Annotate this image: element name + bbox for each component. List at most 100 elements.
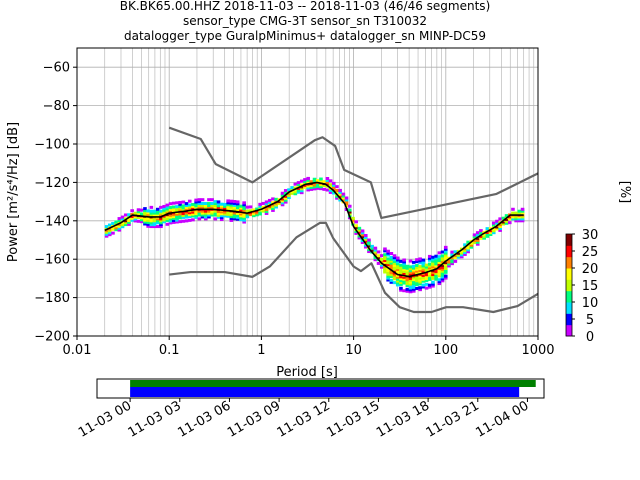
heatmap-cell xyxy=(322,180,326,184)
heatmap-cell xyxy=(373,248,378,252)
heatmap-cell xyxy=(162,210,166,214)
colorbar-tick-label: 5 xyxy=(586,313,594,328)
heatmap-cell xyxy=(319,187,323,191)
heatmap-cell xyxy=(111,231,115,235)
heatmap-cell xyxy=(143,218,147,222)
heatmap-cell xyxy=(431,263,435,267)
heatmap-cell xyxy=(267,200,272,204)
heatmap-cell xyxy=(402,258,406,262)
heatmap-cell xyxy=(194,213,198,217)
heatmap-cell xyxy=(162,212,166,216)
colorbar-tick-label: 0 xyxy=(586,330,594,345)
heatmap-cell xyxy=(168,219,173,223)
heatmap-cell xyxy=(411,270,416,274)
heatmap-cell xyxy=(207,213,211,217)
heatmap-cell xyxy=(152,217,157,221)
heatmap-cell xyxy=(146,213,150,217)
coverage-tick-label: 11-03 15 xyxy=(324,398,382,440)
heatmap-cell xyxy=(181,200,186,204)
heatmap-cell xyxy=(290,191,294,195)
heatmap-cell xyxy=(405,276,410,280)
heatmap-cell xyxy=(184,219,189,223)
heatmap-cell xyxy=(424,269,429,273)
heatmap-cell xyxy=(111,223,115,227)
heatmap-cell xyxy=(261,209,266,213)
heatmap-cell xyxy=(226,205,230,209)
heatmap-cell xyxy=(424,275,429,279)
heatmap-cell xyxy=(120,215,125,219)
heatmap-cell xyxy=(389,273,394,277)
heatmap-cell xyxy=(520,207,525,211)
heatmap-cell xyxy=(395,260,400,264)
heatmap-cell xyxy=(159,217,163,221)
heatmap-cell xyxy=(411,281,416,285)
heatmap-cell xyxy=(194,210,198,214)
colorbar-tick-label: 25 xyxy=(582,245,599,260)
heatmap-cell xyxy=(232,211,237,215)
ppsd-x-ticks: 0.01 0.1 1 10 100 1000 xyxy=(63,336,555,358)
heatmap-cell xyxy=(440,260,445,264)
heatmap-cell xyxy=(239,206,243,210)
heatmap-cell xyxy=(274,199,278,203)
heatmap-cell xyxy=(178,202,182,206)
heatmap-cell xyxy=(264,208,269,212)
heatmap-cell xyxy=(431,273,435,277)
heatmap-cell xyxy=(184,215,189,219)
heatmap-cell xyxy=(434,271,438,275)
heatmap-cell xyxy=(303,180,307,184)
heatmap-cell xyxy=(395,279,400,283)
heatmap-cell xyxy=(488,229,493,233)
heatmap-cell xyxy=(437,255,442,259)
heatmap-cell xyxy=(389,275,394,279)
y-tick-label: −80 xyxy=(43,99,70,114)
heatmap-cell xyxy=(155,213,160,217)
heatmap-cell xyxy=(408,284,413,288)
heatmap-cell xyxy=(392,281,397,285)
heatmap-cell xyxy=(210,202,214,206)
heatmap-cell xyxy=(411,289,416,293)
heatmap-cell xyxy=(264,204,269,208)
heatmap-cell xyxy=(443,265,448,269)
heatmap-cell xyxy=(216,200,221,204)
heatmap-cell xyxy=(229,203,234,207)
heatmap-cell xyxy=(351,220,355,224)
heatmap-cell xyxy=(127,219,131,223)
heatmap-cell xyxy=(402,275,406,279)
heatmap-cell xyxy=(399,263,403,267)
heatmap-cell xyxy=(440,258,445,262)
heatmap-cell xyxy=(376,254,381,258)
heatmap-cell xyxy=(111,222,115,226)
heatmap-cell xyxy=(514,215,518,219)
heatmap-cell xyxy=(453,250,458,254)
heatmap-cell xyxy=(379,254,384,258)
heatmap-cell xyxy=(168,206,173,210)
heatmap-cell xyxy=(235,208,240,212)
heatmap-cell xyxy=(415,265,419,269)
heatmap-cell xyxy=(408,286,413,290)
heatmap-cell xyxy=(331,187,336,191)
heatmap-cell xyxy=(165,215,170,219)
heatmap-cell xyxy=(139,212,144,216)
heatmap-cell xyxy=(431,267,435,271)
heatmap-cell xyxy=(187,213,192,217)
heatmap-cell xyxy=(290,186,294,190)
heatmap-cell xyxy=(405,280,410,284)
heatmap-cell xyxy=(283,194,288,198)
heatmap-cell xyxy=(399,275,403,279)
heatmap-cell xyxy=(331,185,336,189)
heatmap-cell xyxy=(360,235,365,239)
heatmap-cell xyxy=(328,183,333,187)
heatmap-cell xyxy=(440,263,445,267)
heatmap-cell xyxy=(299,189,304,193)
heatmap-cell xyxy=(411,280,416,284)
heatmap-cell xyxy=(328,188,333,192)
heatmap-cell xyxy=(418,280,422,284)
heatmap-cell xyxy=(437,268,442,272)
coverage-bar xyxy=(130,380,536,387)
heatmap-cell xyxy=(312,177,317,181)
heatmap-cell xyxy=(226,203,230,207)
heatmap-cell xyxy=(306,176,310,180)
heatmap-cell xyxy=(191,214,195,218)
heatmap-cell xyxy=(418,265,422,269)
heatmap-cell xyxy=(357,230,362,234)
